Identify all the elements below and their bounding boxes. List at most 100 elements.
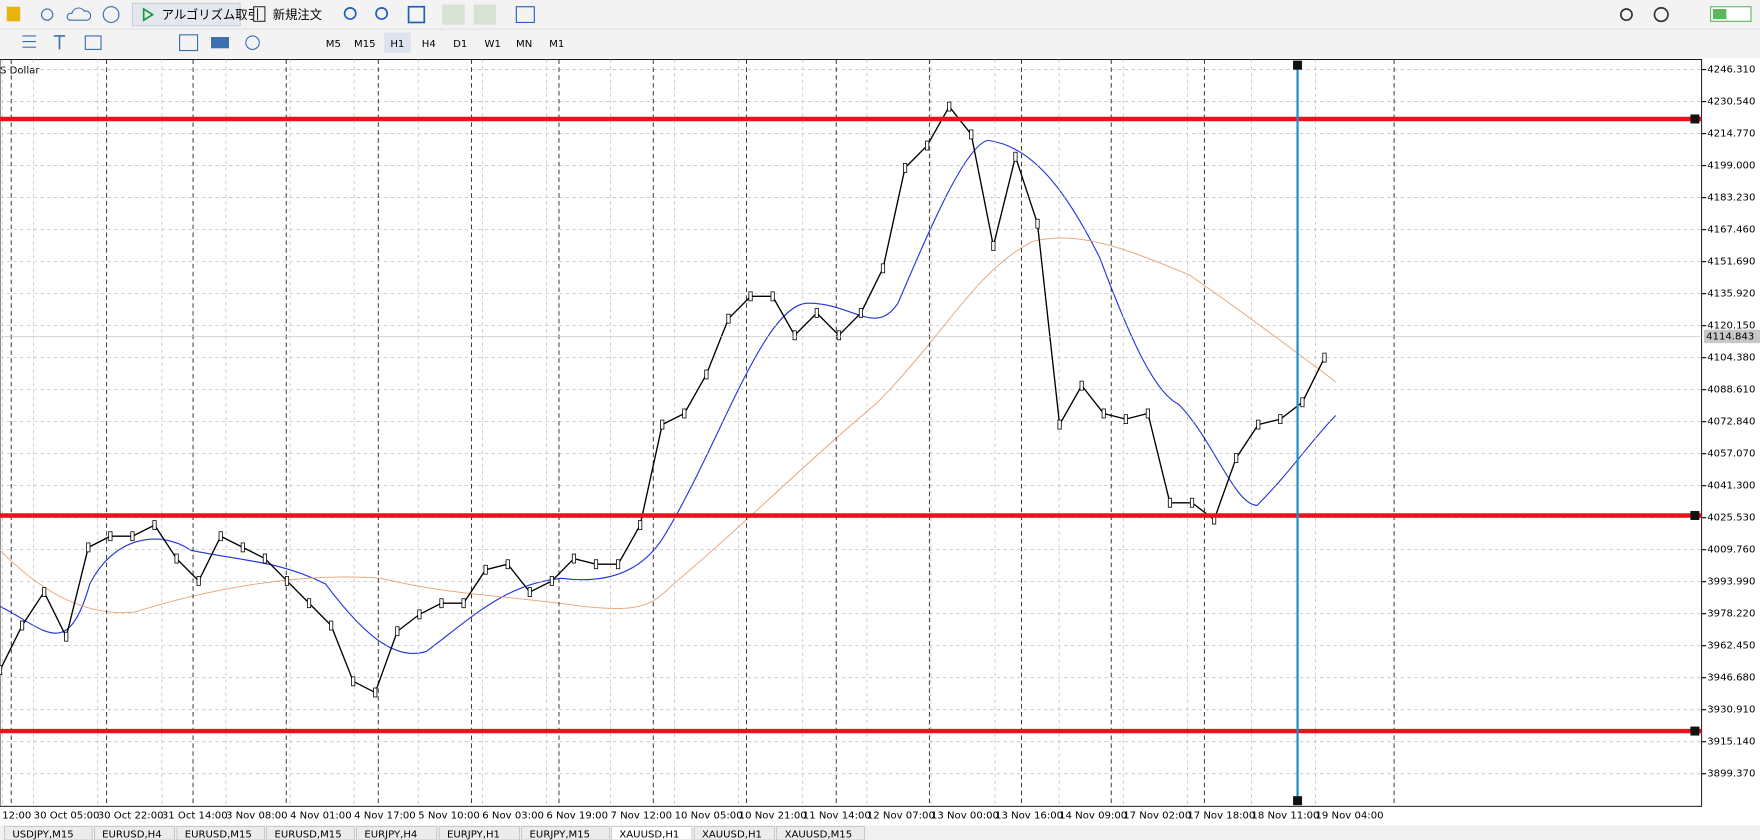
tile-icon[interactable]: [407, 5, 426, 24]
time-label: 13 Nov 16:00: [995, 810, 1063, 821]
timeframe[interactable]: MN: [516, 39, 532, 50]
candle: [373, 687, 378, 698]
tab-label[interactable]: XAUUSD,H1: [702, 829, 762, 840]
screenshot-icon[interactable]: [515, 6, 535, 24]
tab-label[interactable]: XAUUSD,H1: [619, 829, 679, 840]
tab-label[interactable]: EURUSD,M15: [185, 829, 252, 840]
candle: [218, 531, 223, 542]
indicator-tool[interactable]: [179, 34, 199, 52]
tab[interactable]: [438, 826, 520, 840]
level-handle[interactable]: [1690, 114, 1700, 124]
candle: [704, 369, 709, 380]
tab[interactable]: [693, 826, 775, 840]
tab-label[interactable]: EURUSD,M15: [275, 829, 342, 840]
tab-label[interactable]: EURJPY,M15: [530, 829, 591, 840]
price-label: 4057.070: [1707, 449, 1755, 460]
tab-label[interactable]: XAUUSD,M15: [785, 829, 853, 840]
candle: [925, 140, 930, 151]
marker-handle[interactable]: [1293, 60, 1303, 70]
time-label: 5 Nov 10:00: [418, 810, 480, 821]
time-label: 17 Nov 18:00: [1187, 810, 1255, 821]
timeframe[interactable]: M15: [354, 39, 376, 50]
time-label: 30 Oct 05:00: [34, 810, 100, 821]
time-label: 10 Nov 21:00: [739, 810, 807, 821]
price-label: 4072.840: [1707, 417, 1755, 428]
text-tool[interactable]: [53, 35, 66, 50]
timeframe[interactable]: W1: [485, 39, 501, 50]
shape-tool[interactable]: [84, 35, 102, 50]
timeframe[interactable]: M1: [549, 39, 564, 50]
timeframe[interactable]: M5: [326, 39, 341, 50]
tab[interactable]: [521, 826, 610, 840]
tab[interactable]: [776, 826, 865, 840]
candle: [593, 559, 599, 570]
time-label: 12:00: [2, 810, 31, 821]
price-label: 4183.230: [1707, 193, 1755, 204]
algo-button[interactable]: [131, 2, 241, 27]
time-label: 30 Oct 22:00: [98, 810, 164, 821]
time-label: 10 Nov 05:00: [675, 810, 743, 821]
ok-tool[interactable]: [211, 37, 229, 49]
price-label: 3946.680: [1707, 673, 1755, 684]
bid-label: 4114.843: [1706, 331, 1754, 342]
candle: [262, 553, 267, 564]
price-label: 4135.920: [1707, 289, 1755, 300]
tab[interactable]: [611, 826, 693, 840]
price-label: 4230.540: [1707, 97, 1755, 108]
vps-icon[interactable]: [102, 6, 120, 24]
candle: [880, 263, 886, 274]
candle: [86, 542, 91, 553]
candle: [748, 291, 753, 302]
search-icon[interactable]: [1619, 8, 1633, 22]
time-label: 7 Nov 12:00: [611, 810, 673, 821]
tab[interactable]: [356, 826, 438, 840]
tab-label[interactable]: EURUSD,H4: [102, 829, 162, 840]
play-icon: [142, 7, 155, 22]
candle: [638, 520, 643, 530]
tab[interactable]: [176, 826, 265, 840]
shift-btn[interactable]: [473, 4, 497, 25]
new-order-icon[interactable]: [253, 6, 266, 22]
tab-label[interactable]: EURJPY,H1: [447, 829, 500, 840]
time-label: 31 Oct 14:00: [162, 810, 228, 821]
drawing-tools: [22, 34, 260, 52]
marker-handle[interactable]: [1293, 796, 1303, 806]
cloud-icon[interactable]: [66, 7, 92, 21]
time-label: 13 Nov 00:00: [931, 810, 999, 821]
algo-label: アルゴリズム取引: [162, 7, 260, 22]
market-icon[interactable]: [6, 6, 21, 22]
candle: [527, 587, 532, 597]
signals-icon[interactable]: [40, 8, 54, 21]
tab[interactable]: [266, 826, 355, 840]
time-label: 19 Nov 04:00: [1316, 810, 1384, 821]
account-icon[interactable]: [1653, 7, 1669, 23]
lines-tool[interactable]: [22, 35, 36, 48]
tab[interactable]: [94, 826, 175, 840]
zoom-in[interactable]: [343, 7, 357, 20]
candle: [814, 308, 819, 318]
chart-area[interactable]: [0, 59, 1703, 807]
timeframe[interactable]: H4: [422, 39, 436, 50]
object-tool[interactable]: [245, 35, 260, 50]
candle: [726, 313, 731, 324]
tab-label[interactable]: USDJPY,M15: [12, 829, 73, 840]
candle: [947, 101, 952, 112]
level-handle[interactable]: [1690, 511, 1700, 521]
timeframe[interactable]: H1: [390, 39, 404, 50]
new-order-label[interactable]: 新規注文: [273, 7, 322, 22]
price-label: 4246.310: [1707, 65, 1755, 76]
timeframe[interactable]: D1: [453, 39, 467, 50]
tab[interactable]: [4, 826, 93, 840]
tab-label[interactable]: EURJPY,H4: [364, 829, 417, 840]
candle: [770, 291, 775, 302]
bid-tag: [1703, 329, 1760, 344]
toolbar: アルゴリズム取引 新規注文: [6, 2, 1752, 52]
candle: [616, 559, 621, 570]
candle: [19, 620, 25, 631]
zoom-out[interactable]: [375, 7, 389, 20]
level-handle[interactable]: [1690, 726, 1700, 736]
candle: [483, 564, 488, 575]
autoscroll-btn[interactable]: [442, 4, 465, 25]
